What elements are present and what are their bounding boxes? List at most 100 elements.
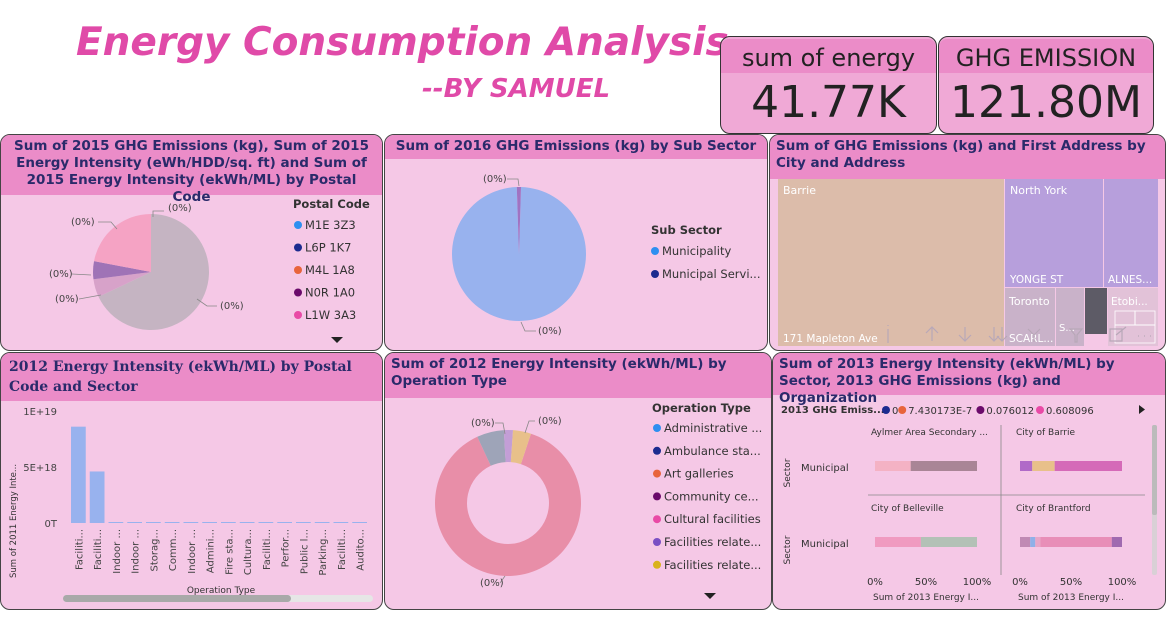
slice[interactable] — [503, 430, 514, 463]
panel-title: Sum of 2013 Energy Intensity (ekWh/ML) b… — [773, 353, 1165, 406]
leader-line — [196, 298, 217, 307]
slice[interactable] — [94, 214, 151, 272]
bar[interactable] — [314, 522, 330, 523]
bar-segment[interactable] — [1035, 537, 1041, 547]
scrollbar-thumb[interactable] — [1152, 425, 1157, 515]
bar[interactable] — [89, 471, 105, 523]
panel-energy-by-operation-type[interactable]: Sum of 2012 Energy Intensity (ekWh/ML) b… — [384, 352, 772, 610]
scrollbar-thumb[interactable] — [63, 595, 291, 602]
legend-item[interactable]: 0 — [892, 406, 898, 417]
slice[interactable] — [92, 261, 151, 280]
legend-item[interactable]: 7.430173E-7 — [908, 406, 972, 417]
bar[interactable] — [202, 522, 217, 523]
bar[interactable] — [164, 522, 180, 523]
bar[interactable] — [71, 426, 86, 523]
y-axis-label: Sector — [783, 458, 793, 487]
treemap-tile-small — [1114, 324, 1156, 344]
panel-treemap-city-address[interactable]: Sum of GHG Emissions (kg) and First Addr… — [769, 134, 1166, 351]
visual-toolbar[interactable] — [887, 325, 1151, 343]
treemap-tile[interactable] — [1056, 288, 1084, 346]
bar[interactable] — [239, 522, 255, 523]
treemap-tile-toronto[interactable] — [1005, 288, 1055, 346]
panel-ghg-by-sub-sector[interactable]: Sum of 2016 GHG Emissions (kg) by Sub Se… — [384, 134, 768, 351]
bar-segment[interactable] — [1020, 461, 1033, 471]
slice[interactable] — [435, 433, 581, 576]
slice[interactable] — [452, 187, 586, 321]
legend-item[interactable]: 0.076012 — [986, 406, 1034, 417]
bar[interactable] — [108, 522, 124, 523]
treemap-tile-etobicoke[interactable] — [1108, 288, 1158, 346]
bar-segment[interactable] — [920, 537, 977, 547]
slice[interactable] — [510, 430, 531, 465]
bar[interactable] — [333, 522, 349, 523]
panel-title: Sum of 2015 GHG Emissions (kg), Sum of 2… — [1, 135, 382, 205]
chevron-right-icon[interactable] — [1139, 405, 1145, 414]
bar-segment[interactable] — [1020, 537, 1031, 547]
bars[interactable] — [71, 426, 367, 523]
legend[interactable]: Administrative ... Ambulance sta... Art ga… — [653, 421, 762, 572]
treemap-tile-alnes[interactable] — [1104, 179, 1158, 287]
panel-energy-intensity-bar[interactable]: 2012 Energy Intensity (ekWh/ML) by Posta… — [0, 352, 383, 610]
bar-segment[interactable] — [1032, 461, 1055, 471]
bar-segment[interactable] — [875, 461, 911, 471]
legend-item[interactable]: Municipality — [662, 244, 731, 258]
legend-item[interactable]: Art galleries — [664, 467, 734, 481]
legend-item[interactable]: N0R 1A0 — [305, 286, 355, 300]
treemap-tile-barrie[interactable] — [778, 179, 1004, 346]
donut-chart-operation-type[interactable]: (0%) (0%) (0%) Operation Type Administrati… — [385, 398, 771, 609]
data-label: (0%) — [71, 217, 95, 228]
pie-chart-postal[interactable]: (0%) (0%) (0%) (0%) (0%) Postal Code M1E 3Z3… — [1, 195, 382, 350]
slice[interactable] — [98, 214, 209, 330]
legend-marker — [653, 515, 661, 524]
legend-item[interactable]: Ambulance sta... — [664, 444, 761, 458]
slice[interactable] — [93, 272, 151, 297]
legend-item[interactable]: Municipal Servi... — [662, 267, 760, 281]
legend-item[interactable]: M1E 3Z3 — [305, 218, 356, 232]
legend-item[interactable]: L1W 3A3 — [305, 308, 356, 322]
bar[interactable] — [127, 522, 142, 523]
bar-segment[interactable] — [1111, 537, 1122, 547]
donut-data-labels: (0%) (0%) (0%) — [471, 416, 562, 589]
bar-segment[interactable] — [1054, 461, 1122, 471]
legend-item[interactable]: 0.608096 — [1046, 406, 1094, 417]
small-multiples-chart[interactable]: 2013 GHG Emiss... 0 7.430173E-7 0.076012 0.… — [773, 395, 1165, 609]
kpi-card-ghg[interactable]: GHG EMISSION 121.80M — [938, 36, 1154, 134]
legend-item[interactable]: Community ce... — [664, 489, 759, 503]
treemap-chart[interactable]: Barrie 171 Mapleton Ave North York YONGE… — [770, 179, 1165, 349]
bar[interactable] — [258, 522, 274, 523]
organization-label: City of Brantford — [1016, 504, 1091, 514]
small-multiple-panels[interactable]: Aylmer Area Secondary ... Municipal City o… — [801, 428, 1136, 603]
chevron-down-icon[interactable] — [331, 337, 343, 343]
bar[interactable] — [352, 522, 367, 523]
legend-item[interactable]: Facilities relate... — [664, 558, 761, 572]
panel-small-multiples[interactable]: Sum of 2013 Energy Intensity (ekWh/ML) b… — [772, 352, 1166, 610]
x-tick-label: Fire sta... — [224, 529, 235, 575]
bar-segment[interactable] — [1040, 537, 1112, 547]
bar[interactable] — [146, 522, 161, 523]
legend-item[interactable]: M4L 1A8 — [305, 263, 355, 277]
bar-chart-operation-type[interactable]: Sum of 2011 Energy Inte... 1E+195E+180T … — [1, 401, 382, 609]
chevron-down-icon[interactable] — [704, 593, 716, 599]
x-tick-label: 100% — [963, 577, 992, 588]
legend-item[interactable]: L6P 1K7 — [305, 241, 352, 255]
bar[interactable] — [296, 522, 311, 523]
bar[interactable] — [277, 522, 292, 523]
legend[interactable]: M1E 3Z3 L6P 1K7 M4L 1A8 N0R 1A0 L1W 3A3 — [294, 218, 356, 322]
bar-segment[interactable] — [875, 537, 921, 547]
kpi-card-energy[interactable]: sum of energy 41.77K — [720, 36, 937, 134]
legend-item[interactable]: Administrative ... — [664, 421, 762, 435]
pie-chart-subsector[interactable]: (0%)(0%) Sub Sector MunicipalityMunicipa… — [385, 159, 767, 349]
bar[interactable] — [221, 522, 236, 523]
bar-segment[interactable] — [1030, 537, 1036, 547]
treemap-tile[interactable] — [1085, 288, 1107, 334]
slice[interactable] — [477, 430, 506, 466]
bar-segment[interactable] — [910, 461, 977, 471]
legend-item[interactable]: Facilities relate... — [664, 535, 761, 549]
slice[interactable] — [516, 187, 522, 254]
legend[interactable]: 0 7.430173E-7 0.076012 0.608096 — [882, 406, 1094, 417]
treemap-tile-north-york[interactable] — [1005, 179, 1103, 287]
bar[interactable] — [183, 522, 199, 523]
legend-item[interactable]: Cultural facilities — [664, 512, 761, 526]
legend[interactable]: Municipality Municipal Servi... — [651, 244, 760, 281]
panel-ghg-by-postal-code[interactable]: Sum of 2015 GHG Emissions (kg), Sum of 2… — [0, 134, 383, 351]
